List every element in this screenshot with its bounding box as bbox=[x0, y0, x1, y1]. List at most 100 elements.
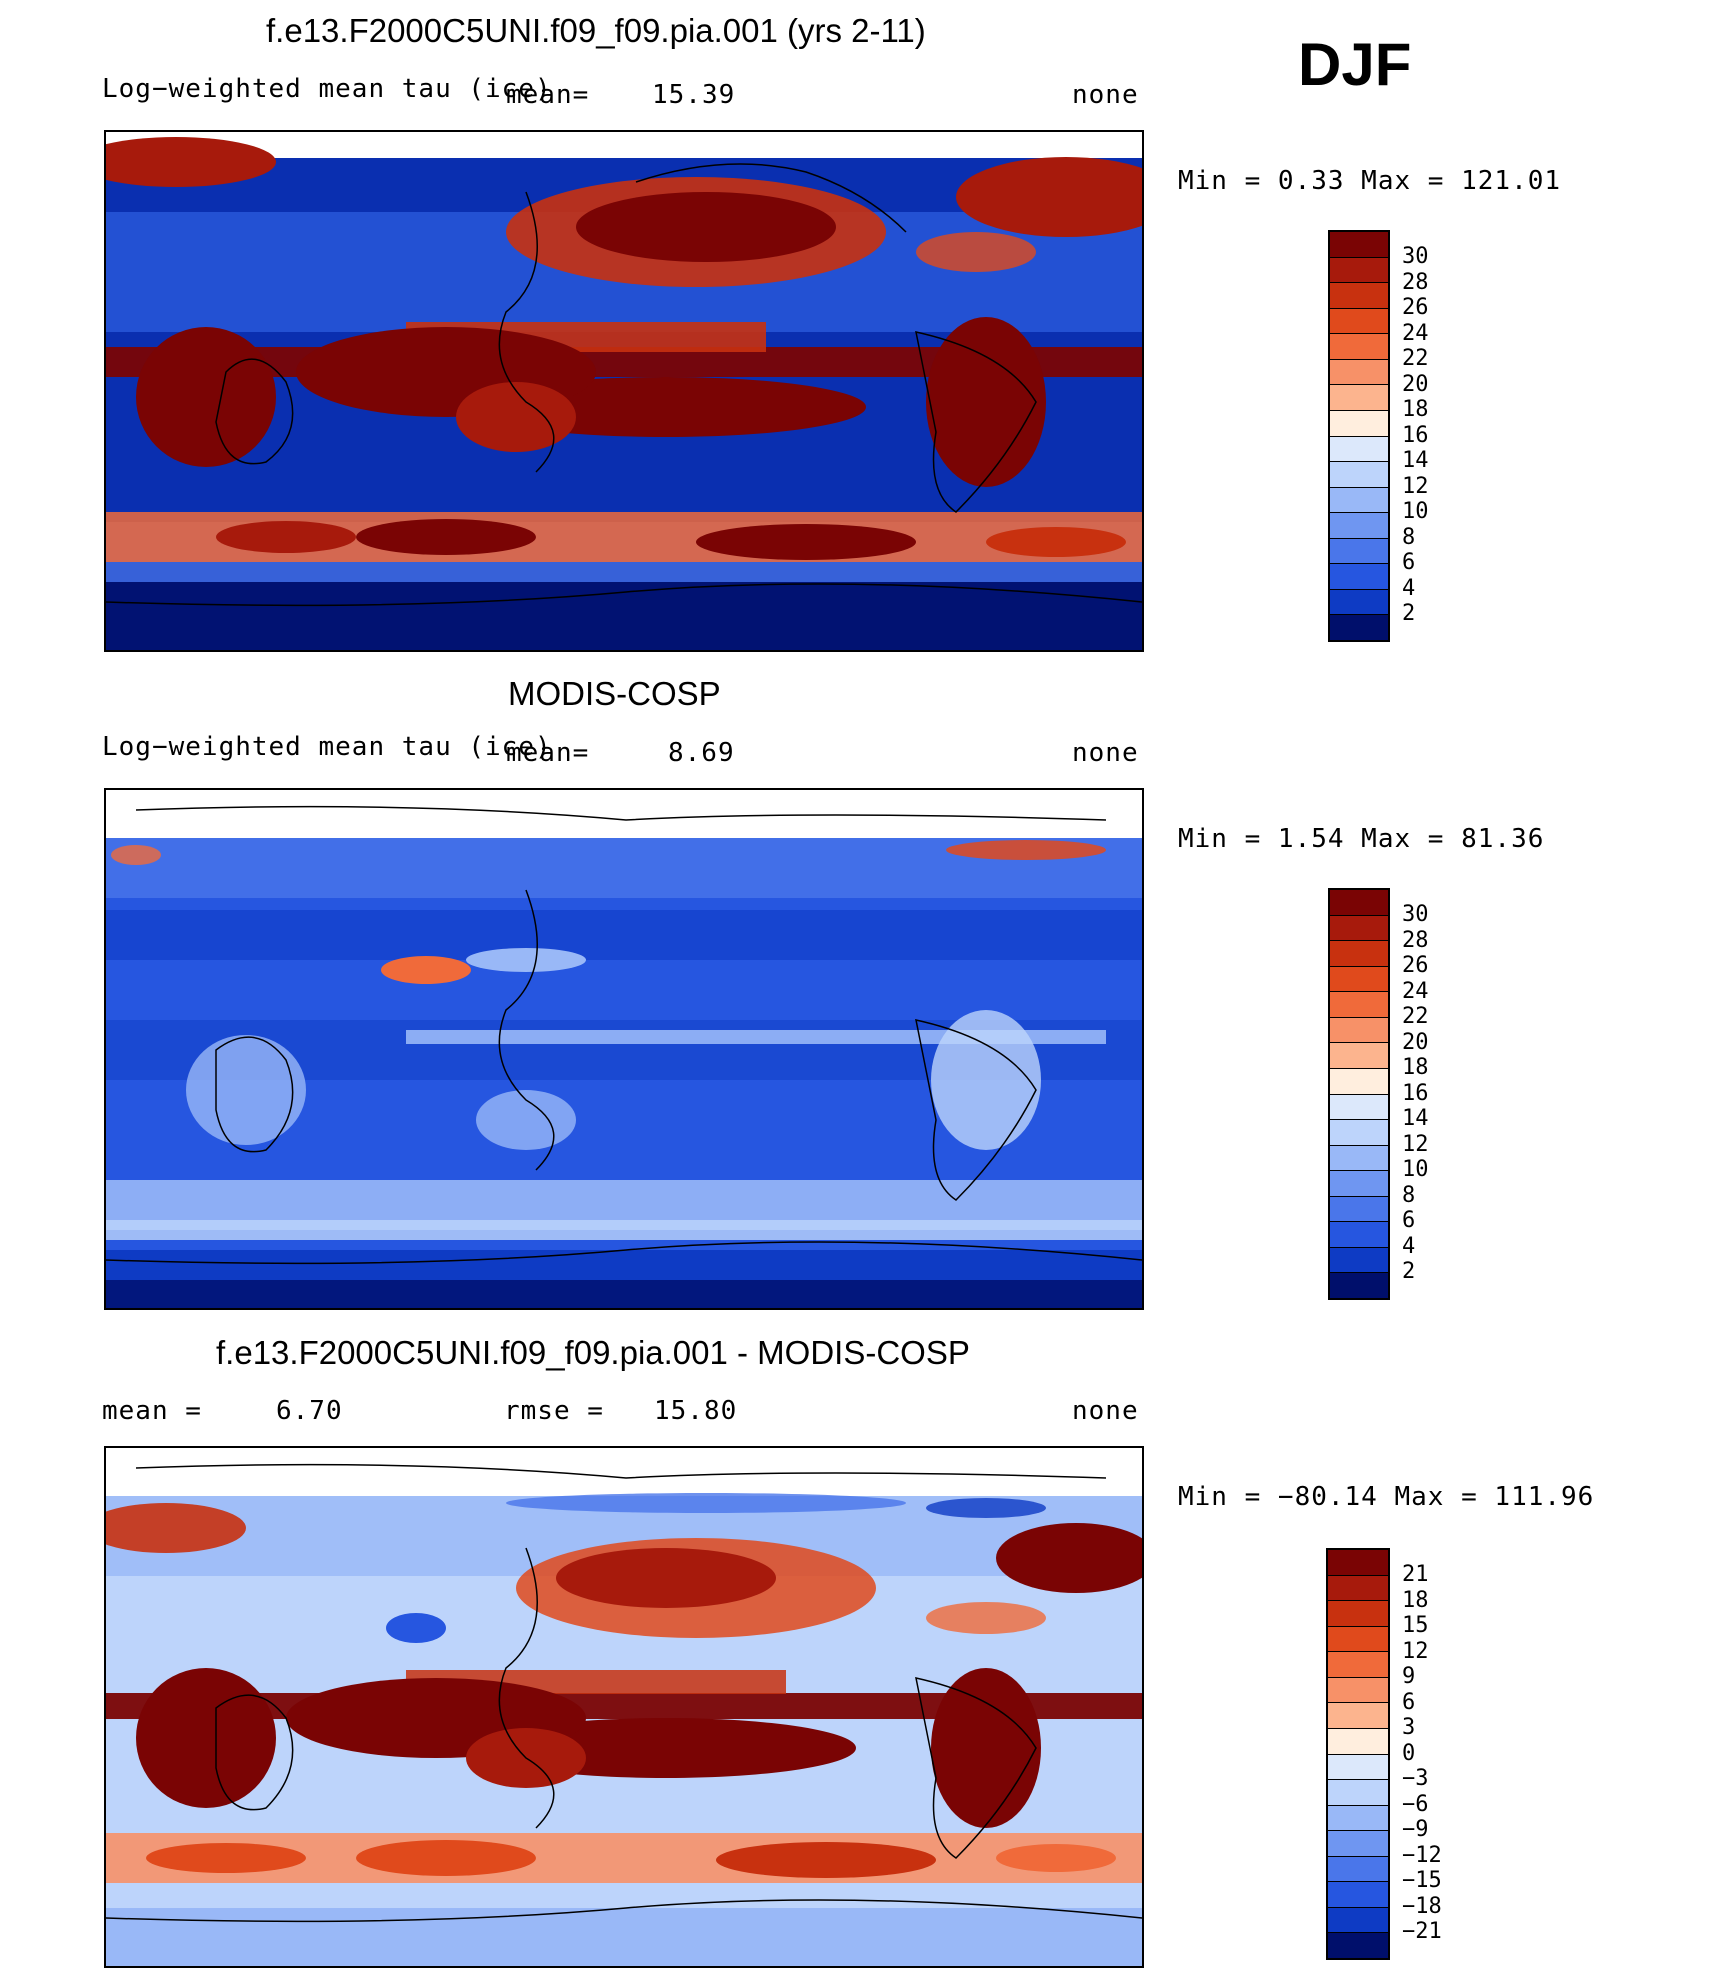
panel1-colorbar-swatch bbox=[1330, 513, 1388, 539]
panel3-colorbar-label: −9 bbox=[1402, 1817, 1429, 1842]
panel1-colorbar-label: 2 bbox=[1402, 601, 1416, 626]
panel1-colorbar-swatch bbox=[1330, 538, 1388, 565]
panel2-colorbar-swatch bbox=[1330, 966, 1388, 993]
panel3-colorbar-label: 21 bbox=[1402, 1562, 1429, 1587]
panel1-colorbar-label: 6 bbox=[1402, 550, 1416, 575]
panel3-colorbar-label: −21 bbox=[1402, 1919, 1442, 1944]
panel2-colorbar-label: 8 bbox=[1402, 1183, 1416, 1208]
panel1-colorbar-label: 18 bbox=[1402, 397, 1429, 422]
panel2-colorbar-label: 30 bbox=[1402, 902, 1429, 927]
panel3-colorbar-swatch bbox=[1328, 1626, 1388, 1653]
panel1-colorbar-swatch bbox=[1330, 487, 1388, 514]
panel3-mean-label: mean = bbox=[102, 1396, 202, 1426]
panel3-colorbar-swatch bbox=[1328, 1882, 1388, 1908]
panel1-colorbar-swatch bbox=[1330, 564, 1388, 590]
panel1-colorbar-swatch bbox=[1330, 589, 1388, 616]
panel1-colorbar-label: 22 bbox=[1402, 346, 1429, 371]
panel2-colorbar-swatch bbox=[1330, 1171, 1388, 1197]
panel3-colorbar-swatch bbox=[1328, 1601, 1388, 1627]
panel2-variable-label: Log−weighted mean tau (ice) bbox=[102, 732, 552, 762]
panel3-colorbar-label: −12 bbox=[1402, 1843, 1442, 1868]
panel1-colorbar-swatch bbox=[1330, 308, 1388, 335]
panel2-colorbar-label: 26 bbox=[1402, 953, 1429, 978]
panel1-colorbar-swatch bbox=[1330, 257, 1388, 284]
panel1-colorbar-label: 8 bbox=[1402, 525, 1416, 550]
panel3-colorbar-swatch bbox=[1328, 1754, 1388, 1781]
panel3-colorbar-label: −3 bbox=[1402, 1766, 1429, 1791]
panel1-colorbar-swatch bbox=[1330, 334, 1388, 360]
panel3-mean-value: 6.70 bbox=[276, 1396, 343, 1426]
panel1-colorbar-label: 26 bbox=[1402, 295, 1429, 320]
panel3-colorbar-label: 3 bbox=[1402, 1715, 1416, 1740]
panel3-colorbar-swatch bbox=[1328, 1728, 1388, 1755]
panel2-colorbar-label: 20 bbox=[1402, 1030, 1429, 1055]
panel1-colorbar-label: 14 bbox=[1402, 448, 1429, 473]
panel2-map-field bbox=[106, 805, 1142, 1308]
panel2-colorbar-label: 16 bbox=[1402, 1081, 1429, 1106]
panel1-colorbar-label: 30 bbox=[1402, 244, 1429, 269]
panel1-colorbar-label: 24 bbox=[1402, 321, 1429, 346]
panel1-title: f.e13.F2000C5UNI.f09_f09.pia.001 (yrs 2-… bbox=[266, 12, 926, 49]
panel1-colorbar-swatch bbox=[1330, 436, 1388, 463]
panel1-colorbar-swatch bbox=[1330, 615, 1388, 640]
panel1-colorbar-label: 4 bbox=[1402, 576, 1416, 601]
panel3-minmax: Min = −80.14 Max = 111.96 bbox=[1178, 1482, 1595, 1512]
panel3-map-field bbox=[106, 1463, 1142, 1966]
panel1-colorbar-label: 10 bbox=[1402, 499, 1429, 524]
panel1-colorbar-label: 20 bbox=[1402, 372, 1429, 397]
panel3-rmse-label: rmse = bbox=[504, 1396, 604, 1426]
panel2-colorbar-swatch bbox=[1330, 1068, 1388, 1095]
panel1-mean-label: mean= bbox=[506, 80, 590, 110]
panel2-colorbar-swatch bbox=[1330, 1196, 1388, 1223]
panel3-colorbar-swatch bbox=[1328, 1831, 1388, 1857]
panel1-colorbar-swatch bbox=[1330, 283, 1388, 309]
panel1-colorbar-swatch bbox=[1330, 359, 1388, 386]
panel2-colorbar-swatch bbox=[1330, 1120, 1388, 1146]
panel2-mean-label: mean= bbox=[506, 738, 590, 768]
panel2-minmax: Min = 1.54 Max = 81.36 bbox=[1178, 824, 1545, 854]
panel1-colorbar bbox=[1328, 230, 1390, 642]
panel3-colorbar-swatch bbox=[1328, 1780, 1388, 1806]
panel2-colorbar-swatch bbox=[1330, 1273, 1388, 1298]
panel2-colorbar-swatch bbox=[1330, 1145, 1388, 1172]
panel2-colorbar-swatch bbox=[1330, 890, 1388, 916]
panel3-map bbox=[104, 1446, 1144, 1968]
panel3-colorbar-swatch bbox=[1328, 1677, 1388, 1704]
panel1-mean-value: 15.39 bbox=[652, 80, 736, 110]
panel1-units: none bbox=[1072, 80, 1139, 110]
panel3-colorbar bbox=[1326, 1548, 1390, 1960]
panel3-colorbar-label: 0 bbox=[1402, 1741, 1416, 1766]
panel2-title: MODIS-COSP bbox=[508, 675, 721, 712]
panel1-variable-label: Log−weighted mean tau (ice) bbox=[102, 74, 552, 104]
panel2-map bbox=[104, 788, 1144, 1310]
panel2-colorbar-label: 22 bbox=[1402, 1004, 1429, 1029]
panel3-colorbar-label: −18 bbox=[1402, 1894, 1442, 1919]
panel2-colorbar-swatch bbox=[1330, 1094, 1388, 1121]
panel1-colorbar-swatch bbox=[1330, 385, 1388, 411]
panel2-colorbar-label: 18 bbox=[1402, 1055, 1429, 1080]
panel2-colorbar-label: 2 bbox=[1402, 1259, 1416, 1284]
panel1-colorbar-swatch bbox=[1330, 410, 1388, 437]
panel3-colorbar-swatch bbox=[1328, 1703, 1388, 1729]
panel3-rmse-value: 15.80 bbox=[654, 1396, 738, 1426]
panel1-colorbar-swatch bbox=[1330, 232, 1388, 258]
panel3-colorbar-label: 6 bbox=[1402, 1690, 1416, 1715]
panel1-colorbar-swatch bbox=[1330, 462, 1388, 488]
panel2-colorbar-swatch bbox=[1330, 915, 1388, 942]
panel3-colorbar-swatch bbox=[1328, 1805, 1388, 1832]
panel2-colorbar-swatch bbox=[1330, 1247, 1388, 1274]
panel2-colorbar-label: 14 bbox=[1402, 1106, 1429, 1131]
panel2-colorbar-swatch bbox=[1330, 1017, 1388, 1044]
panel3-colorbar-swatch bbox=[1328, 1652, 1388, 1678]
panel2-colorbar-label: 28 bbox=[1402, 928, 1429, 953]
panel3-colorbar-swatch bbox=[1328, 1550, 1388, 1576]
panel1-colorbar-label: 16 bbox=[1402, 423, 1429, 448]
panel2-colorbar bbox=[1328, 888, 1390, 1300]
panel1-map-field bbox=[106, 137, 1142, 650]
panel3-colorbar-label: 12 bbox=[1402, 1639, 1429, 1664]
panel3-title: f.e13.F2000C5UNI.f09_f09.pia.001 - MODIS… bbox=[216, 1334, 970, 1371]
panel2-mean-value: 8.69 bbox=[668, 738, 735, 768]
panel3-colorbar-swatch bbox=[1328, 1856, 1388, 1883]
panel3-colorbar-label: −15 bbox=[1402, 1868, 1442, 1893]
season-label: DJF bbox=[1298, 31, 1412, 98]
